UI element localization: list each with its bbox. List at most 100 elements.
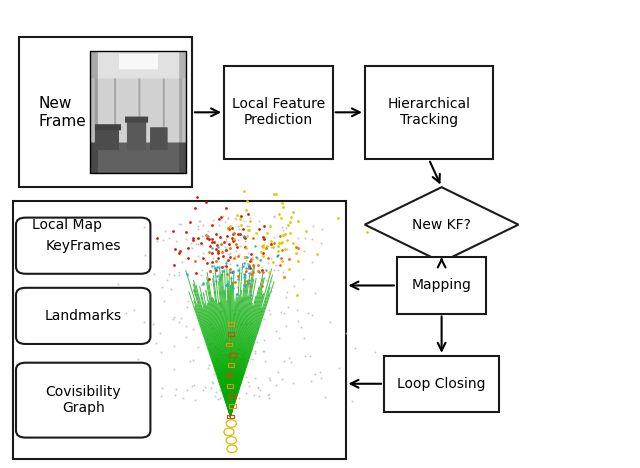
Bar — [226, 373, 232, 377]
Point — [262, 242, 272, 250]
Point — [279, 309, 289, 316]
Point — [221, 336, 232, 344]
Text: New
Frame: New Frame — [38, 96, 86, 129]
Point — [239, 260, 249, 267]
Point — [254, 392, 264, 399]
Point — [269, 212, 279, 219]
Point — [188, 244, 198, 252]
Point — [269, 213, 279, 221]
Point — [296, 323, 307, 331]
Point — [284, 265, 294, 273]
Point — [228, 236, 239, 244]
Point — [208, 217, 218, 224]
Point — [188, 282, 198, 289]
Point — [225, 265, 236, 272]
Point — [207, 249, 217, 257]
Point — [197, 241, 207, 248]
Point — [246, 269, 256, 276]
Point — [239, 218, 250, 225]
Point — [232, 253, 243, 260]
Point — [258, 241, 268, 249]
Point — [139, 223, 149, 231]
Point — [239, 356, 249, 363]
Point — [253, 385, 263, 392]
Point — [193, 222, 203, 229]
Point — [222, 281, 232, 289]
Point — [174, 268, 184, 276]
Point — [281, 322, 291, 329]
Point — [268, 259, 278, 266]
Point — [221, 237, 231, 245]
Point — [193, 225, 204, 233]
Point — [250, 242, 260, 250]
Point — [277, 247, 287, 254]
Point — [246, 257, 257, 264]
Point — [305, 352, 316, 360]
Point — [221, 257, 231, 264]
Point — [241, 244, 251, 251]
Point — [279, 273, 289, 280]
Point — [233, 230, 243, 237]
Point — [152, 237, 162, 245]
Point — [216, 359, 226, 366]
Point — [231, 240, 241, 248]
Point — [237, 231, 247, 239]
Point — [292, 244, 303, 251]
Point — [202, 259, 212, 267]
Polygon shape — [365, 187, 518, 262]
Point — [234, 272, 244, 279]
Point — [157, 284, 168, 291]
Point — [265, 310, 275, 318]
Point — [232, 244, 242, 251]
Point — [250, 391, 260, 398]
Bar — [226, 343, 232, 346]
Point — [218, 239, 228, 246]
Point — [230, 214, 240, 222]
Point — [216, 270, 227, 278]
Point — [237, 350, 248, 358]
Point — [197, 233, 207, 240]
Point — [285, 229, 295, 236]
Point — [239, 271, 250, 278]
Point — [253, 283, 263, 291]
Point — [205, 321, 215, 328]
Point — [243, 261, 253, 269]
Point — [207, 238, 217, 245]
Point — [235, 269, 245, 277]
Point — [230, 278, 240, 286]
Point — [223, 214, 234, 221]
Point — [191, 270, 201, 277]
Point — [196, 271, 207, 278]
Point — [230, 215, 241, 223]
Point — [333, 364, 344, 371]
FancyBboxPatch shape — [19, 37, 192, 187]
Point — [222, 280, 232, 288]
Point — [234, 395, 244, 402]
Point — [169, 314, 179, 321]
Point — [193, 234, 203, 241]
Point — [213, 249, 223, 256]
Point — [232, 236, 243, 244]
Point — [205, 242, 215, 250]
Point — [207, 255, 218, 262]
Point — [277, 200, 287, 207]
Point — [189, 286, 200, 294]
Point — [225, 223, 235, 230]
Point — [253, 225, 264, 233]
Point — [271, 190, 281, 197]
Point — [221, 270, 232, 278]
Point — [211, 388, 221, 395]
Point — [310, 371, 321, 378]
Point — [223, 364, 234, 372]
Point — [246, 284, 257, 292]
Point — [214, 215, 225, 223]
Bar — [229, 353, 236, 357]
Point — [216, 234, 226, 241]
Point — [217, 271, 227, 279]
Point — [223, 250, 234, 257]
Point — [236, 320, 246, 327]
Point — [211, 257, 221, 265]
Point — [244, 283, 255, 290]
Point — [221, 245, 231, 253]
Point — [173, 249, 184, 256]
